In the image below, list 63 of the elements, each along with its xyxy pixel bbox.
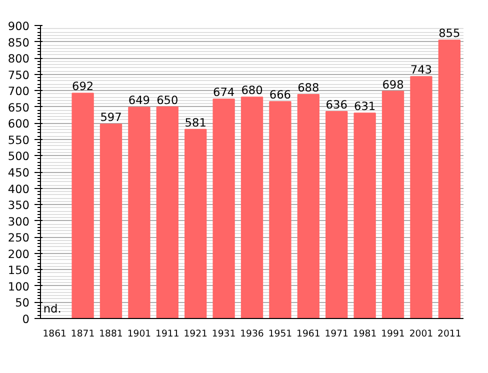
bar (354, 112, 376, 318)
data-label: 674 (212, 85, 235, 100)
bar (326, 110, 348, 318)
data-label: 649 (128, 93, 150, 108)
data-label: 650 (156, 92, 178, 107)
data-label: 636 (326, 97, 348, 112)
x-tick-label: 1871 (70, 328, 95, 340)
y-tick-label: 100 (8, 279, 30, 294)
data-label: 688 (298, 80, 320, 95)
data-label: 581 (184, 115, 206, 130)
x-tick-label: 2011 (438, 328, 462, 340)
x-tick-label: 1901 (127, 328, 152, 340)
bar (410, 76, 432, 318)
y-tick-label: 200 (8, 246, 30, 261)
y-tick-label: 700 (8, 84, 30, 98)
y-tick-label: 350 (8, 198, 30, 212)
data-label: 680 (241, 83, 263, 98)
y-tick-label: 450 (8, 166, 30, 180)
bar (128, 106, 150, 318)
data-label: 631 (354, 99, 376, 114)
y-tick-label: 500 (8, 149, 30, 164)
x-tick-label: 1861 (42, 328, 67, 340)
bar (240, 96, 264, 318)
y-tick-label: 50 (15, 296, 30, 310)
bar (156, 106, 178, 318)
y-tick-label: 650 (8, 100, 30, 114)
x-tick-label: 1971 (324, 328, 349, 340)
data-label: 698 (382, 77, 404, 92)
bar (72, 92, 94, 318)
bar (382, 90, 404, 318)
x-tick-label: 1991 (381, 328, 405, 340)
data-label: 597 (100, 110, 122, 124)
bar (297, 94, 320, 318)
y-tick-label: 900 (8, 19, 30, 33)
x-tick-label: 1931 (212, 328, 236, 340)
y-tick-label: 400 (8, 182, 30, 196)
x-tick-label: 1951 (268, 328, 292, 340)
y-tick-label: 550 (8, 132, 30, 147)
y-tick-label: 0 (22, 312, 30, 326)
x-tick-label: 1981 (352, 328, 377, 340)
x-tick-label: 1911 (156, 328, 180, 340)
bar (100, 124, 122, 318)
y-tick-label: 750 (8, 68, 30, 82)
x-tick-label: 1881 (99, 328, 123, 340)
text: nd. (43, 302, 62, 316)
bar (184, 128, 207, 318)
data-label: 666 (269, 88, 292, 102)
bar (438, 40, 460, 318)
x-tick-label: 2001 (409, 328, 434, 340)
bar (269, 101, 292, 318)
y-tick-label: 150 (8, 263, 30, 278)
x-tick-label: 1936 (240, 328, 264, 340)
x-tick-label: 1921 (184, 328, 208, 340)
x-tick-label: 1961 (296, 328, 320, 340)
bar (212, 98, 235, 318)
data-label: 743 (410, 62, 432, 77)
y-tick-label: 250 (8, 230, 30, 245)
y-tick-label: 800 (8, 52, 30, 66)
data-label: 855 (438, 26, 460, 40)
data-label: 692 (72, 79, 94, 94)
y-tick-label: 300 (8, 214, 30, 228)
y-tick-label: 850 (8, 35, 30, 50)
y-tick-label: 600 (8, 116, 30, 131)
